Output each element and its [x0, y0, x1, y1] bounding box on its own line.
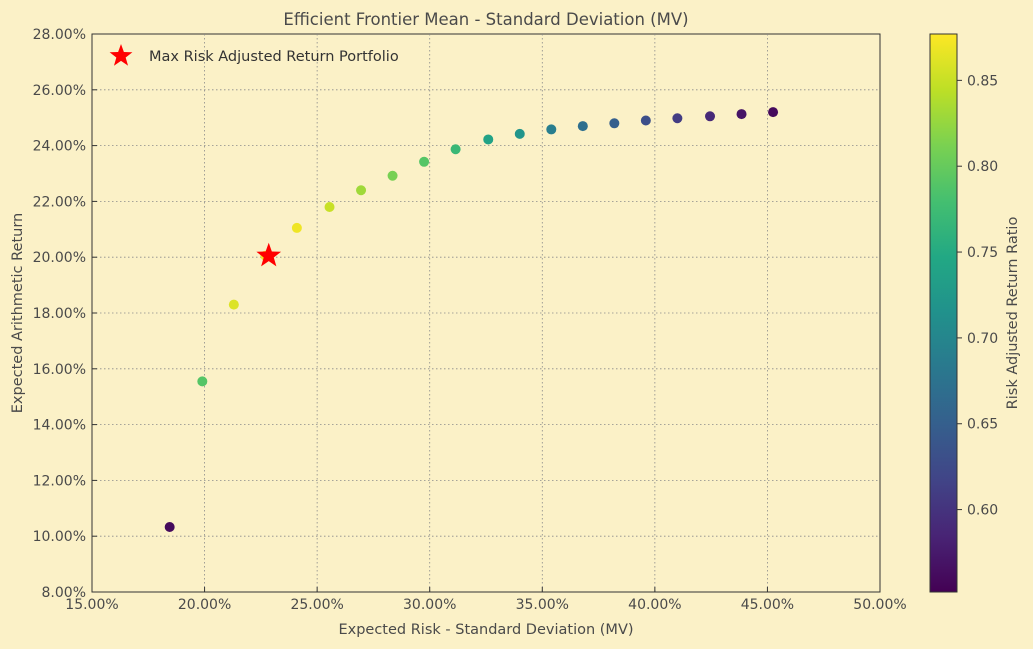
y-tick-label: 26.00% [33, 83, 86, 99]
y-tick-label: 18.00% [33, 306, 86, 322]
y-axis: 8.00% 10.00% 12.00% 14.00% 16.00% 18.00% 20.00… [33, 27, 97, 601]
scatter-point [324, 201, 335, 212]
plot-area [91, 33, 881, 593]
colorbar-ticks: 0.60 0.65 0.70 0.75 0.80 0.85 [957, 73, 998, 519]
colorbar-tick-label: 0.85 [967, 73, 998, 89]
scatter-point [387, 170, 398, 181]
colorbar-tick-label: 0.60 [967, 503, 998, 519]
x-axis: 15.00% 20.00% 25.00% 30.00% 35.00% 40.00% 45.0… [65, 587, 907, 613]
legend-label: Max Risk Adjusted Return Portfolio [149, 49, 399, 65]
scatter-point [514, 128, 525, 139]
colorbar-tick-label: 0.75 [967, 245, 998, 261]
scatter-point [672, 113, 683, 124]
legend: Max Risk Adjusted Return Portfolio [109, 44, 399, 66]
y-tick-label: 12.00% [33, 473, 86, 489]
scatter-point [577, 121, 588, 132]
y-tick-label: 10.00% [33, 529, 86, 545]
colorbar-tick-label: 0.80 [967, 159, 998, 175]
x-tick-label: 45.00% [741, 597, 794, 613]
grid [92, 34, 880, 592]
scatter-point [450, 144, 461, 155]
scatter-point [419, 156, 430, 167]
scatter-point [356, 185, 367, 196]
scatter-point [736, 109, 747, 120]
scatter-point [197, 376, 208, 387]
colorbar-tick-label: 0.70 [967, 331, 998, 347]
y-tick-label: 16.00% [33, 362, 86, 378]
y-tick-label: 24.00% [33, 139, 86, 155]
y-tick-label: 8.00% [42, 585, 86, 601]
scatter-point [483, 134, 494, 145]
scatter-point [640, 115, 651, 126]
scatter-point [546, 124, 557, 135]
scatter-point [609, 118, 620, 129]
colorbar-gradient [929, 33, 958, 593]
y-axis-label: Expected Arithmetic Return [10, 213, 26, 414]
colorbar: 0.60 0.65 0.70 0.75 0.80 0.85 Risk Adjusted R… [929, 33, 1021, 593]
legend-star-icon [109, 44, 133, 66]
scatter-point [768, 107, 779, 118]
y-tick-label: 28.00% [33, 27, 86, 43]
scatter-point [164, 521, 175, 532]
x-tick-label: 30.00% [403, 597, 456, 613]
x-tick-label: 50.00% [853, 597, 906, 613]
y-tick-label: 22.00% [33, 194, 86, 210]
x-axis-label: Expected Risk - Standard Deviation (MV) [338, 622, 633, 638]
x-tick-label: 20.00% [178, 597, 231, 613]
colorbar-label: Risk Adjusted Return Ratio [1005, 217, 1021, 410]
x-tick-label: 15.00% [65, 597, 118, 613]
max-risk-adjusted-star [256, 242, 282, 267]
x-tick-label: 25.00% [290, 597, 343, 613]
colorbar-tick-label: 0.65 [967, 417, 998, 433]
x-tick-label: 40.00% [628, 597, 681, 613]
scatter-point [705, 111, 716, 122]
scatter-point [228, 299, 239, 310]
y-tick-label: 14.00% [33, 418, 86, 434]
chart-title: Efficient Frontier Mean - Standard Devia… [283, 10, 688, 29]
y-tick-label: 20.00% [33, 250, 86, 266]
scatter-point [291, 222, 302, 233]
x-tick-label: 35.00% [516, 597, 569, 613]
max-risk-adjusted-marker [256, 242, 282, 267]
